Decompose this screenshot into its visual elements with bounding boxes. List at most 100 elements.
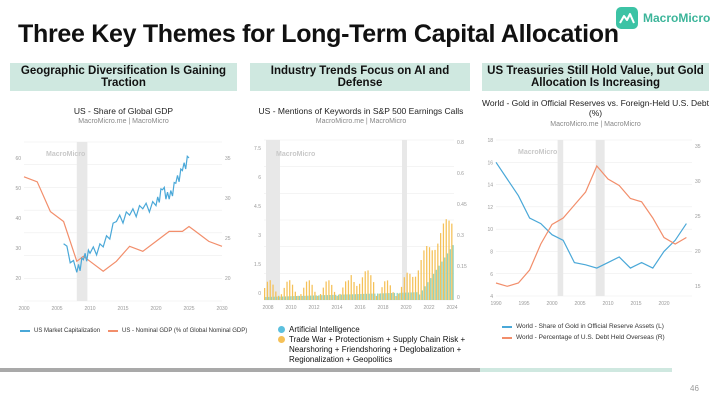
bar-ai-mentions bbox=[273, 296, 275, 300]
bar-trade-war-mentions bbox=[308, 280, 310, 300]
x-tick-label: 2030 bbox=[216, 306, 227, 312]
bar-ai-mentions bbox=[265, 297, 267, 300]
bar-ai-mentions bbox=[270, 296, 273, 300]
y-tick-left: 3 bbox=[258, 233, 261, 239]
y-tick-left: 60 bbox=[15, 156, 21, 162]
bar-trade-war-mentions bbox=[289, 280, 291, 300]
bar-trade-war-mentions bbox=[345, 281, 347, 300]
bar-trade-war-mentions bbox=[417, 270, 419, 300]
bar-ai-mentions bbox=[418, 294, 421, 300]
bar-trade-war-mentions bbox=[342, 287, 344, 300]
bar-ai-mentions bbox=[427, 282, 429, 300]
bar-trade-war-mentions bbox=[445, 219, 447, 300]
y-tick-right: 30 bbox=[225, 196, 231, 202]
bar-ai-mentions bbox=[371, 293, 373, 300]
legend-swatch bbox=[502, 336, 512, 339]
bar-ai-mentions bbox=[346, 294, 348, 300]
x-tick-label: 2020 bbox=[400, 305, 411, 311]
bar-trade-war-mentions bbox=[414, 276, 417, 300]
y-tick-left: 6 bbox=[258, 175, 261, 181]
bar-trade-war-mentions bbox=[381, 287, 383, 300]
bar-ai-mentions bbox=[405, 292, 407, 300]
bar-ai-mentions bbox=[430, 278, 432, 300]
bar-ai-mentions bbox=[304, 295, 306, 300]
bar-trade-war-mentions bbox=[384, 281, 386, 300]
macromicro-logo: MacroMicro bbox=[616, 7, 710, 29]
bar-trade-war-mentions bbox=[286, 281, 288, 300]
bar-trade-war-mentions bbox=[375, 295, 378, 300]
bar-trade-war-mentions bbox=[294, 291, 296, 300]
bar-ai-mentions bbox=[360, 294, 362, 300]
y-tick-right: 35 bbox=[695, 144, 701, 150]
bar-ai-mentions bbox=[332, 294, 334, 300]
keyword-legend: Artificial Intelligence Trade War + Prot… bbox=[278, 325, 468, 365]
bar-ai-mentions bbox=[449, 249, 451, 300]
bar-ai-mentions bbox=[407, 292, 410, 300]
bar-trade-war-mentions bbox=[328, 280, 330, 300]
x-tick-label: 2008 bbox=[262, 305, 273, 311]
series-line-us-market-cap bbox=[63, 155, 190, 273]
bar-ai-mentions bbox=[284, 296, 287, 300]
x-tick-label: 2020 bbox=[150, 306, 161, 312]
y-tick-left: 8 bbox=[490, 250, 493, 256]
logo-text: MacroMicro bbox=[643, 11, 711, 25]
x-tick-label: 2015 bbox=[117, 306, 128, 312]
bar-trade-war-mentions bbox=[361, 277, 364, 300]
bar-ai-mentions bbox=[337, 294, 340, 300]
footer-accent bbox=[480, 368, 672, 372]
recession-band bbox=[402, 140, 407, 300]
bar-ai-mentions bbox=[421, 290, 423, 300]
bar-trade-war-mentions bbox=[434, 249, 436, 300]
chart-source: MacroMicro.me | MacroMicro bbox=[315, 118, 407, 125]
bar-ai-mentions bbox=[301, 295, 303, 300]
bar-trade-war-mentions bbox=[378, 293, 380, 300]
bar-ai-mentions bbox=[396, 292, 398, 300]
legend-dot bbox=[278, 326, 285, 333]
bar-trade-war-mentions bbox=[431, 250, 433, 300]
bar-trade-war-mentions bbox=[428, 247, 431, 300]
bar-trade-war-mentions bbox=[395, 296, 397, 300]
bar-ai-mentions bbox=[310, 295, 312, 300]
bar-ai-mentions bbox=[379, 293, 382, 300]
bar-trade-war-mentions bbox=[451, 223, 453, 300]
page-number: 46 bbox=[690, 384, 699, 393]
column-header-treasuries: US Treasuries Still Hold Value, but Gold… bbox=[482, 63, 709, 91]
bar-trade-war-mentions bbox=[426, 246, 428, 300]
bar-ai-mentions bbox=[446, 253, 449, 300]
bar-ai-mentions bbox=[340, 294, 342, 300]
y-tick-left: 16 bbox=[487, 160, 493, 166]
bar-trade-war-mentions bbox=[359, 283, 361, 300]
footer-bar bbox=[0, 368, 672, 372]
x-tick-label: 2010 bbox=[84, 306, 95, 312]
x-tick-label: 2005 bbox=[51, 306, 62, 312]
bar-ai-mentions bbox=[279, 296, 281, 300]
y-tick-right: 35 bbox=[225, 156, 231, 162]
x-tick-label: 2016 bbox=[354, 305, 365, 311]
y-tick-right: 0 bbox=[457, 295, 460, 301]
bar-trade-war-mentions bbox=[336, 295, 338, 300]
bar-ai-mentions bbox=[438, 265, 440, 300]
chart-source: MacroMicro.me | MacroMicro bbox=[78, 118, 169, 125]
y-tick-left: 12 bbox=[487, 205, 493, 211]
bar-trade-war-mentions bbox=[373, 282, 375, 300]
y-tick-right: 20 bbox=[225, 276, 231, 282]
bar-ai-mentions bbox=[391, 293, 393, 300]
bar-trade-war-mentions bbox=[322, 287, 324, 300]
bar-ai-mentions bbox=[318, 295, 320, 300]
y-tick-right: 15 bbox=[695, 284, 701, 290]
watermark: MacroMicro bbox=[46, 151, 85, 158]
bar-ai-mentions bbox=[385, 293, 387, 300]
series-line-us-debt-overseas bbox=[495, 164, 687, 287]
bar-trade-war-mentions bbox=[272, 284, 274, 300]
bar-trade-war-mentions bbox=[392, 292, 394, 300]
recession-band bbox=[595, 140, 605, 296]
bar-trade-war-mentions bbox=[331, 284, 333, 300]
y-tick-right: 30 bbox=[695, 179, 701, 185]
bar-trade-war-mentions bbox=[339, 293, 341, 300]
legend-swatch bbox=[502, 325, 512, 328]
bar-ai-mentions bbox=[307, 295, 309, 300]
bar-ai-mentions bbox=[321, 295, 323, 300]
x-tick-label: 2005 bbox=[574, 301, 585, 307]
bar-trade-war-mentions bbox=[297, 295, 299, 300]
